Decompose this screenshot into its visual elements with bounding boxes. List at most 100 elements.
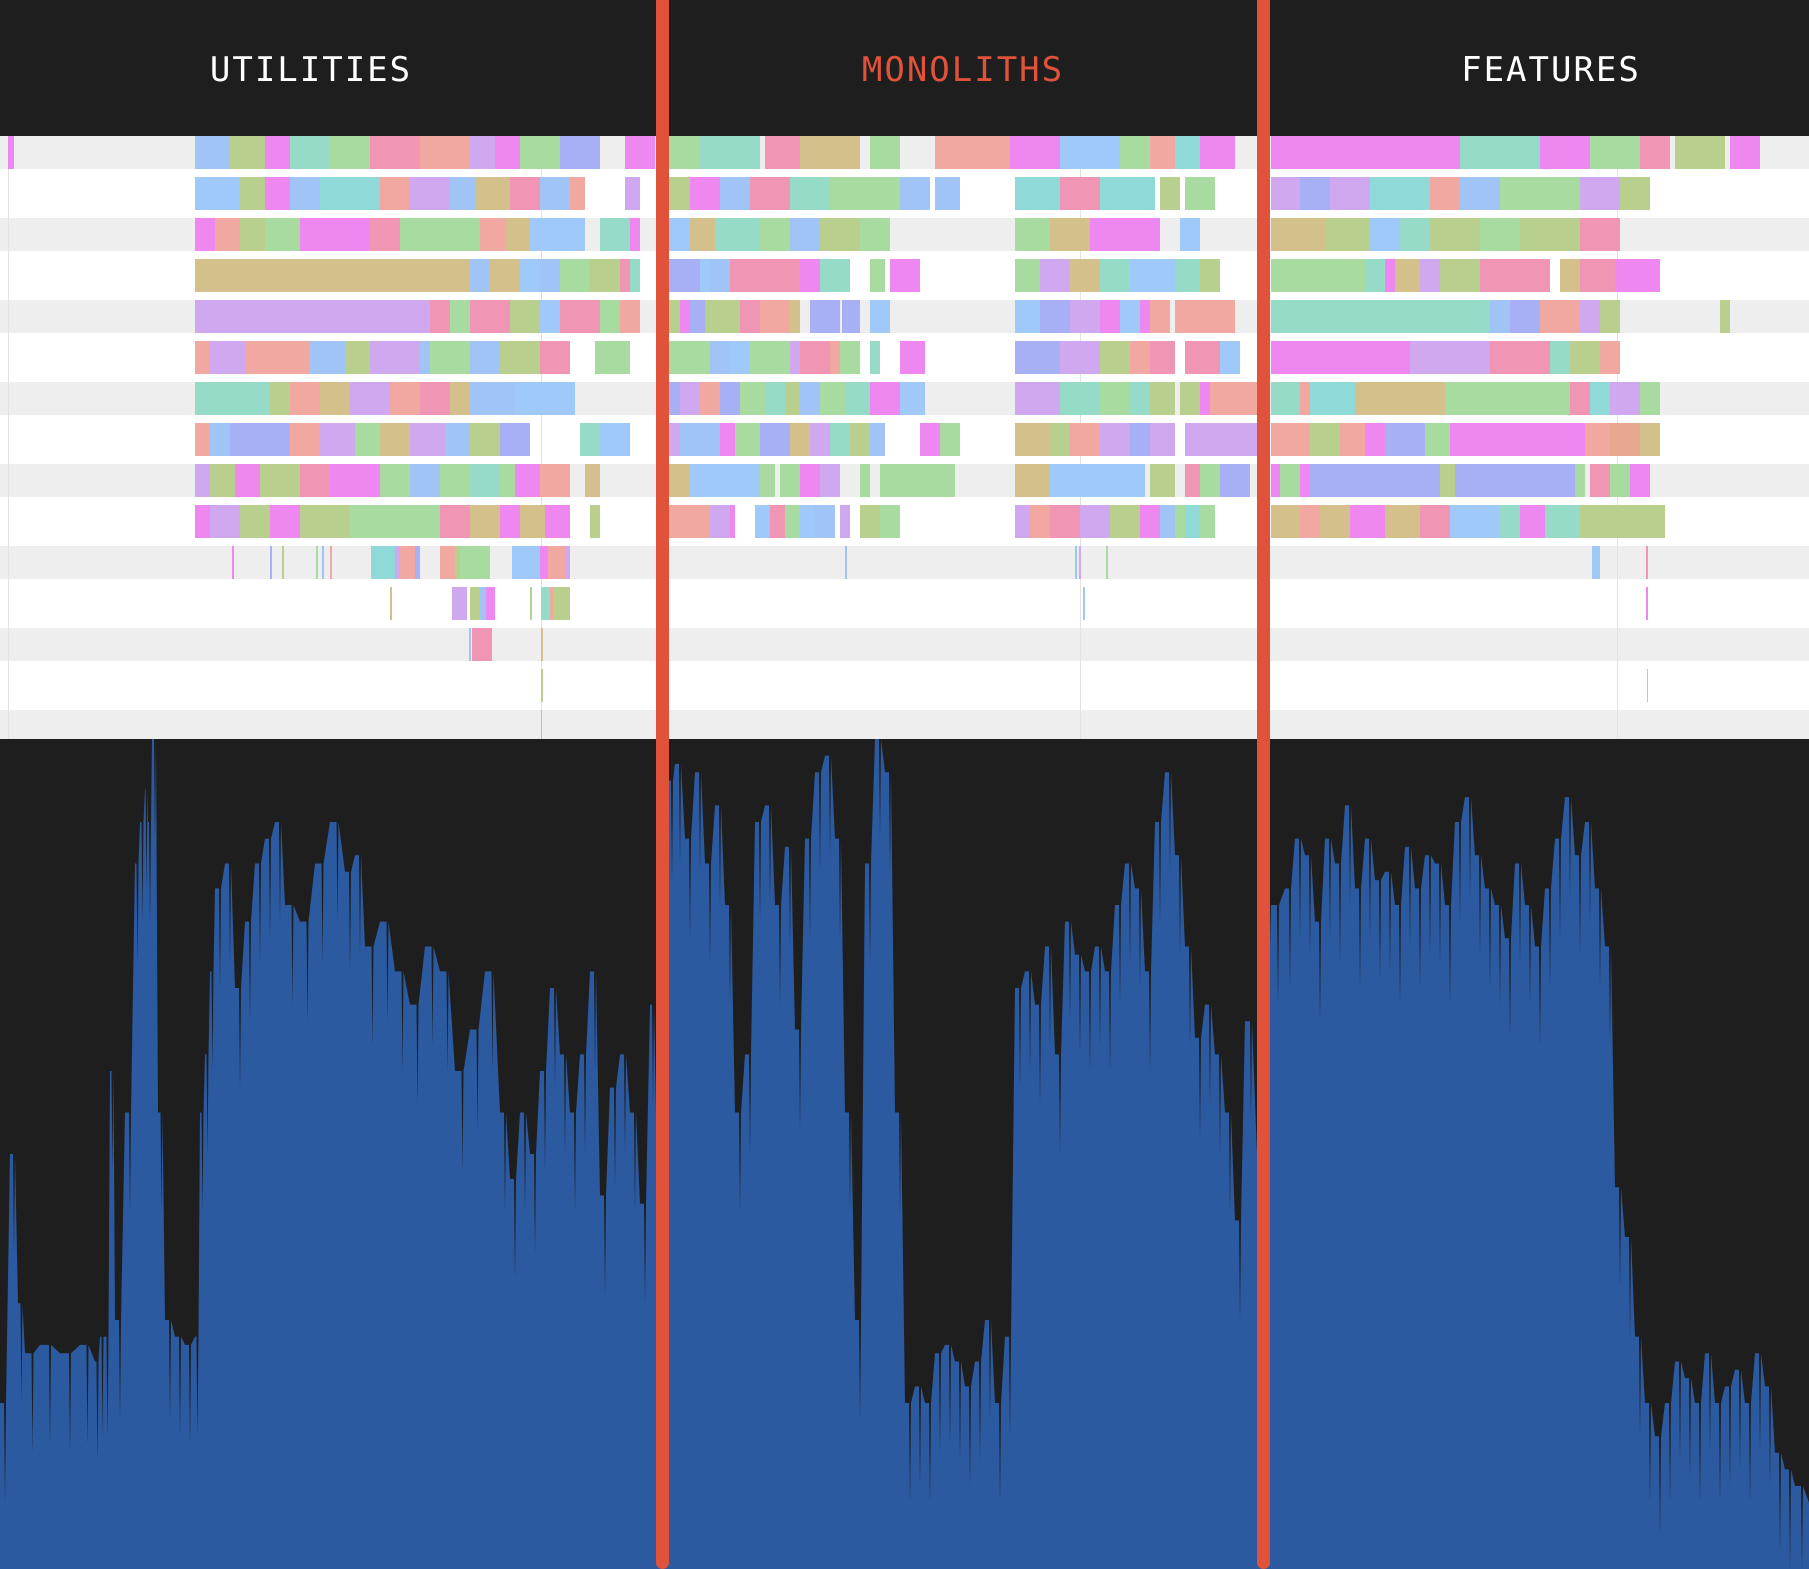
flame-frame[interactable] [785,382,800,415]
flame-frame[interactable] [1070,423,1100,456]
flame-frame[interactable] [1440,259,1480,292]
flame-frame[interactable] [380,177,410,210]
flame-frame[interactable] [1310,423,1340,456]
flame-frame[interactable] [515,464,540,497]
flame-frame[interactable] [470,505,500,538]
flame-frame[interactable] [1350,505,1385,538]
flame-frame[interactable] [210,464,235,497]
flame-frame[interactable] [1185,505,1200,538]
flame-frame[interactable] [1130,341,1150,374]
flame-frame[interactable] [470,341,500,374]
flame-frame[interactable] [680,300,690,333]
flame-frame[interactable] [620,259,630,292]
flame-frame[interactable] [900,341,925,374]
flame-frame[interactable] [842,300,860,333]
flame-frame[interactable] [720,177,750,210]
flame-frame[interactable] [1175,300,1205,333]
flame-frame[interactable] [1100,382,1130,415]
flame-frame[interactable] [620,300,640,333]
flame-frame[interactable] [669,423,680,456]
flame-frame[interactable] [215,218,240,251]
flame-frame[interactable] [1580,505,1665,538]
flame-frame[interactable] [860,464,870,497]
flame-frame[interactable] [469,628,471,661]
flame-frame[interactable] [1340,423,1365,456]
flame-frame[interactable] [1325,218,1370,251]
flame-frame[interactable] [240,218,265,251]
flame-frame[interactable] [1575,464,1585,497]
flame-frame[interactable] [330,546,332,579]
flame-frame[interactable] [1620,177,1650,210]
flame-frame[interactable] [520,259,540,292]
flame-frame[interactable] [1550,341,1570,374]
flame-frame[interactable] [550,587,553,620]
flame-frame[interactable] [1060,177,1100,210]
flame-frame[interactable] [470,382,515,415]
flame-frame[interactable] [1460,136,1540,169]
flame-frame[interactable] [345,341,370,374]
flame-frame[interactable] [700,136,760,169]
flame-frame[interactable] [450,300,470,333]
flame-frame[interactable] [800,464,820,497]
flame-frame[interactable] [1600,341,1620,374]
flame-frame[interactable] [390,382,420,415]
flame-frame[interactable] [380,464,410,497]
flame-frame[interactable] [300,218,330,251]
flame-frame[interactable] [445,423,470,456]
flame-frame[interactable] [520,505,545,538]
flame-frame[interactable] [1430,177,1460,210]
flame-frame[interactable] [452,587,467,620]
flame-frame[interactable] [700,259,710,292]
flame-frame[interactable] [625,177,640,210]
flame-frame[interactable] [1100,341,1130,374]
flame-frame[interactable] [1271,218,1325,251]
flame-frame[interactable] [1420,259,1440,292]
flame-frame[interactable] [1130,382,1150,415]
flame-frame[interactable] [940,423,960,456]
flame-frame[interactable] [1050,218,1090,251]
flame-frame[interactable] [8,136,14,169]
flame-frame[interactable] [1480,259,1550,292]
flame-frame[interactable] [371,546,395,579]
flame-frame[interactable] [765,382,785,415]
flame-frame[interactable] [800,259,820,292]
flame-frame[interactable] [1150,300,1170,333]
flame-frame[interactable] [505,218,530,251]
flame-frame[interactable] [690,341,710,374]
flame-frame[interactable] [1140,300,1150,333]
flame-frame[interactable] [1730,136,1760,169]
flame-frame[interactable] [1310,464,1440,497]
flame-frame[interactable] [730,464,760,497]
flame-frame[interactable] [710,505,730,538]
flame-frame[interactable] [630,218,640,251]
flame-frame[interactable] [380,423,410,456]
flame-frame[interactable] [710,341,730,374]
flame-frame[interactable] [770,505,785,538]
flame-frame[interactable] [1370,218,1400,251]
flame-frame[interactable] [472,628,492,661]
flame-frame[interactable] [1490,341,1550,374]
flame-frame[interactable] [1271,505,1300,538]
flame-frame[interactable] [195,259,470,292]
flame-frame[interactable] [1200,382,1210,415]
panel-divider-left[interactable] [656,0,669,1569]
flame-frame[interactable] [1480,218,1520,251]
flame-frame[interactable] [1060,382,1100,415]
flame-frame[interactable] [395,546,400,579]
flame-frame[interactable] [470,300,510,333]
flame-frame[interactable] [1050,505,1080,538]
flame-frame[interactable] [1200,464,1220,497]
flame-frame[interactable] [540,464,570,497]
flame-frame[interactable] [330,136,370,169]
flame-frame[interactable] [595,341,630,374]
flame-frame[interactable] [490,259,520,292]
flame-frame[interactable] [1015,259,1040,292]
flame-frame[interactable] [1271,259,1365,292]
flame-frame[interactable] [195,218,215,251]
flame-frame[interactable] [1430,218,1480,251]
flame-frame[interactable] [210,423,230,456]
flame-frame[interactable] [1015,177,1060,210]
flame-frame[interactable] [820,218,860,251]
flame-frame[interactable] [541,587,550,620]
flame-frame[interactable] [1640,423,1660,456]
